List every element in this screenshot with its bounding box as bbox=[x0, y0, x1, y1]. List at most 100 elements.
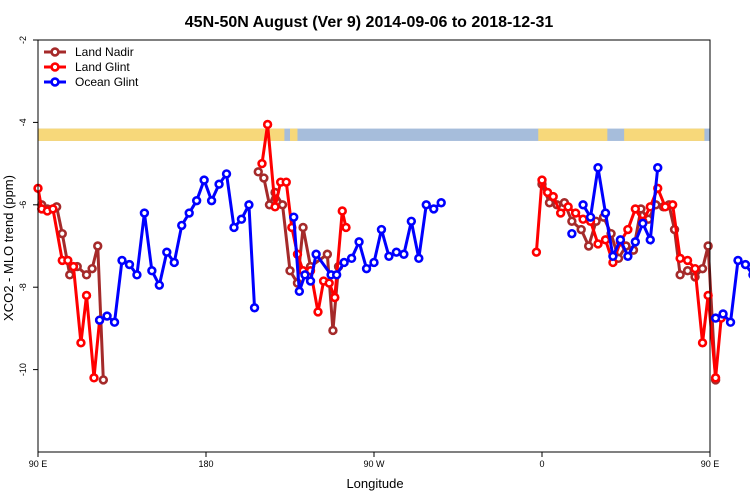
x-tick-label: 90 E bbox=[701, 459, 720, 469]
data-point bbox=[285, 266, 295, 276]
data-point bbox=[289, 212, 299, 222]
data-point bbox=[154, 280, 165, 290]
legend-item: Land Nadir bbox=[44, 45, 134, 59]
data-point bbox=[109, 317, 120, 327]
data-point bbox=[567, 228, 577, 239]
data-point bbox=[132, 270, 142, 280]
data-point bbox=[324, 278, 334, 288]
y-tick-label: -10 bbox=[18, 363, 28, 376]
land-band-segment bbox=[38, 128, 285, 141]
data-point bbox=[102, 311, 112, 321]
data-point bbox=[81, 290, 92, 301]
data-point bbox=[244, 200, 254, 210]
data-point bbox=[384, 251, 394, 261]
data-point bbox=[87, 263, 97, 274]
x-tick-label: 90 E bbox=[29, 459, 48, 469]
series-layer bbox=[33, 119, 750, 385]
data-point bbox=[257, 158, 267, 169]
data-point bbox=[98, 375, 109, 385]
data-point bbox=[305, 276, 316, 286]
data-point bbox=[169, 257, 179, 268]
data-point bbox=[429, 204, 439, 214]
legend-item: Ocean Glint bbox=[44, 75, 139, 89]
data-point bbox=[93, 241, 103, 251]
data-point bbox=[298, 222, 308, 233]
data-point bbox=[570, 208, 581, 218]
series-line bbox=[540, 183, 718, 380]
data-point bbox=[703, 241, 713, 251]
data-point bbox=[311, 249, 321, 259]
data-point bbox=[660, 202, 670, 212]
data-point bbox=[341, 222, 351, 233]
data-point bbox=[600, 208, 611, 218]
x-tick-label: 180 bbox=[198, 459, 213, 469]
data-point bbox=[531, 247, 542, 257]
legend-label: Land Glint bbox=[75, 60, 130, 74]
data-point bbox=[376, 224, 387, 235]
data-point bbox=[117, 255, 127, 266]
data-point bbox=[653, 163, 663, 173]
plot-frame bbox=[37, 39, 711, 453]
data-point bbox=[249, 303, 260, 313]
data-point bbox=[414, 253, 424, 264]
data-point bbox=[339, 257, 349, 268]
data-point bbox=[421, 200, 431, 210]
data-point bbox=[697, 338, 708, 348]
data-point bbox=[68, 261, 79, 272]
data-point bbox=[576, 224, 586, 235]
data-point bbox=[331, 270, 342, 280]
legend-swatch-marker bbox=[50, 62, 60, 72]
data-point bbox=[682, 266, 693, 276]
data-point bbox=[65, 270, 75, 280]
data-point bbox=[214, 179, 224, 189]
series-line bbox=[292, 201, 443, 292]
data-point bbox=[206, 195, 217, 206]
data-point bbox=[369, 257, 379, 268]
data-point bbox=[270, 202, 280, 212]
chart-title: 45N-50N August (Ver 9) 2014-09-06 to 201… bbox=[185, 14, 554, 31]
data-point bbox=[630, 237, 641, 247]
y-axis-label: XCO2 - MLO trend (ppm) bbox=[1, 175, 16, 321]
data-point bbox=[259, 173, 269, 183]
data-point bbox=[406, 216, 417, 226]
data-point bbox=[638, 218, 648, 229]
data-point bbox=[76, 338, 86, 348]
data-point bbox=[585, 212, 596, 222]
data-point bbox=[600, 235, 611, 245]
data-point bbox=[139, 208, 150, 218]
data-point bbox=[330, 292, 340, 303]
data-point bbox=[718, 309, 728, 319]
legend-swatch-marker bbox=[50, 77, 60, 87]
data-point bbox=[124, 259, 135, 270]
data-point bbox=[608, 251, 618, 261]
x-tick-label: 90 W bbox=[363, 459, 385, 469]
y-axis: -2 -4 -6 -8 -10 bbox=[18, 36, 38, 376]
legend-swatch-marker bbox=[50, 47, 60, 57]
data-point bbox=[199, 175, 209, 185]
data-point bbox=[548, 191, 558, 202]
y-tick-label: -2 bbox=[18, 36, 28, 44]
data-point bbox=[229, 222, 239, 233]
land-band-segment bbox=[538, 128, 608, 141]
data-point bbox=[578, 214, 588, 224]
data-point bbox=[710, 373, 721, 383]
data-point bbox=[361, 263, 372, 274]
data-point bbox=[337, 206, 347, 216]
y-tick-label: -8 bbox=[18, 283, 28, 291]
data-point bbox=[63, 255, 73, 266]
data-point bbox=[578, 200, 588, 210]
data-point bbox=[184, 208, 194, 218]
data-point bbox=[399, 249, 409, 259]
land-band-segment bbox=[624, 128, 705, 141]
data-point bbox=[48, 204, 58, 214]
x-axis-label: Longitude bbox=[346, 476, 403, 491]
data-point bbox=[667, 200, 678, 210]
series-ocean-glint bbox=[94, 163, 750, 327]
data-point bbox=[294, 286, 305, 297]
data-point bbox=[191, 195, 202, 206]
data-point bbox=[593, 239, 603, 249]
data-point bbox=[675, 270, 685, 280]
data-point bbox=[623, 224, 633, 235]
data-point bbox=[328, 325, 338, 336]
